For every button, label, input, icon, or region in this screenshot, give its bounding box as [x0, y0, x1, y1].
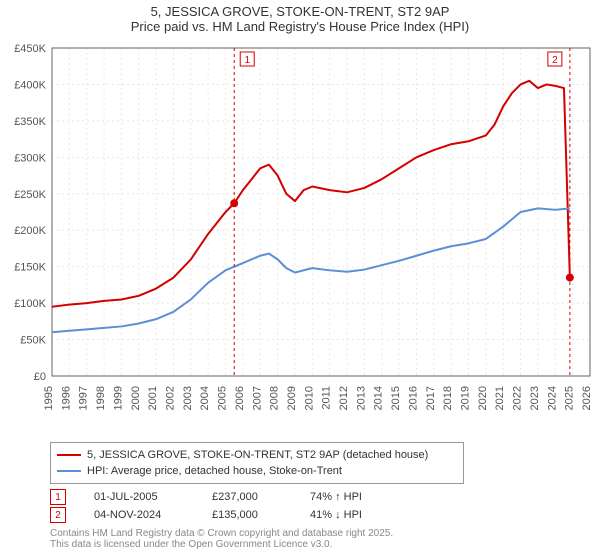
svg-text:2011: 2011 [321, 386, 333, 410]
legend-label: HPI: Average price, detached house, Stok… [87, 465, 342, 477]
svg-text:2015: 2015 [390, 386, 402, 410]
svg-text:1999: 1999 [112, 386, 124, 410]
svg-text:2005: 2005 [217, 386, 229, 410]
footer-line2: This data is licensed under the Open Gov… [50, 539, 592, 550]
svg-text:2019: 2019 [460, 386, 472, 410]
svg-text:2009: 2009 [286, 386, 298, 410]
svg-text:1997: 1997 [78, 386, 90, 410]
svg-text:2017: 2017 [425, 386, 437, 410]
svg-text:1: 1 [244, 55, 250, 66]
svg-text:2014: 2014 [373, 386, 385, 410]
svg-text:£450K: £450K [14, 43, 46, 55]
legend-swatch-property [57, 454, 81, 456]
svg-text:2002: 2002 [164, 386, 176, 410]
svg-text:£200K: £200K [14, 225, 46, 237]
legend-row: HPI: Average price, detached house, Stok… [57, 463, 457, 479]
event-badge-1: 1 [50, 489, 66, 505]
svg-text:2000: 2000 [130, 386, 142, 410]
svg-text:£100K: £100K [14, 298, 46, 310]
svg-text:2008: 2008 [269, 386, 281, 410]
footer-attribution: Contains HM Land Registry data © Crown c… [50, 528, 592, 550]
svg-text:2022: 2022 [512, 386, 524, 410]
svg-text:£300K: £300K [14, 152, 46, 164]
event-row: 1 01-JUL-2005 £237,000 74% ↑ HPI [50, 488, 592, 506]
title-block: 5, JESSICA GROVE, STOKE-ON-TRENT, ST2 9A… [0, 0, 600, 36]
event-row: 2 04-NOV-2024 £135,000 41% ↓ HPI [50, 506, 592, 524]
event-badge-2: 2 [50, 507, 66, 523]
event-date: 01-JUL-2005 [94, 491, 184, 503]
svg-text:2018: 2018 [442, 386, 454, 410]
svg-text:2016: 2016 [407, 386, 419, 410]
footer-line1: Contains HM Land Registry data © Crown c… [50, 528, 592, 539]
svg-text:£400K: £400K [14, 79, 46, 91]
title-address: 5, JESSICA GROVE, STOKE-ON-TRENT, ST2 9A… [0, 4, 600, 19]
chart-area: £0 £50K £100K £150K £200K £250K £300K £350K £400… [0, 36, 600, 436]
legend-row: 5, JESSICA GROVE, STOKE-ON-TRENT, ST2 9A… [57, 447, 457, 463]
event-price: £135,000 [212, 509, 282, 521]
svg-text:2024: 2024 [546, 386, 558, 410]
event-date: 04-NOV-2024 [94, 509, 184, 521]
svg-text:£50K: £50K [20, 335, 46, 347]
svg-text:2007: 2007 [251, 386, 263, 410]
legend-swatch-hpi [57, 470, 81, 472]
event-delta: 74% ↑ HPI [310, 491, 362, 503]
svg-text:£0: £0 [34, 371, 46, 383]
event-price: £237,000 [212, 491, 282, 503]
svg-text:2004: 2004 [199, 386, 211, 410]
legend-label: 5, JESSICA GROVE, STOKE-ON-TRENT, ST2 9A… [87, 449, 428, 461]
svg-text:1995: 1995 [43, 386, 55, 410]
event-delta: 41% ↓ HPI [310, 509, 362, 521]
svg-text:2025: 2025 [564, 386, 576, 410]
svg-text:£150K: £150K [14, 262, 46, 274]
svg-text:2013: 2013 [355, 386, 367, 410]
chart-svg: £0 £50K £100K £150K £200K £250K £300K £350K £400… [0, 36, 600, 436]
svg-text:1998: 1998 [95, 386, 107, 410]
svg-text:2006: 2006 [234, 386, 246, 410]
svg-text:£250K: £250K [14, 189, 46, 201]
legend-box: 5, JESSICA GROVE, STOKE-ON-TRENT, ST2 9A… [50, 442, 464, 484]
events-table: 1 01-JUL-2005 £237,000 74% ↑ HPI 2 04-NO… [50, 488, 592, 524]
svg-text:£350K: £350K [14, 116, 46, 128]
svg-text:2026: 2026 [581, 386, 593, 410]
svg-text:2012: 2012 [338, 386, 350, 410]
title-subtitle: Price paid vs. HM Land Registry's House … [0, 19, 600, 34]
svg-text:1996: 1996 [60, 386, 72, 410]
svg-text:2: 2 [552, 55, 558, 66]
svg-text:2021: 2021 [494, 386, 506, 410]
svg-text:2020: 2020 [477, 386, 489, 410]
svg-text:2001: 2001 [147, 386, 159, 410]
svg-text:2010: 2010 [303, 386, 315, 410]
svg-text:2023: 2023 [529, 386, 541, 410]
svg-text:2003: 2003 [182, 386, 194, 410]
